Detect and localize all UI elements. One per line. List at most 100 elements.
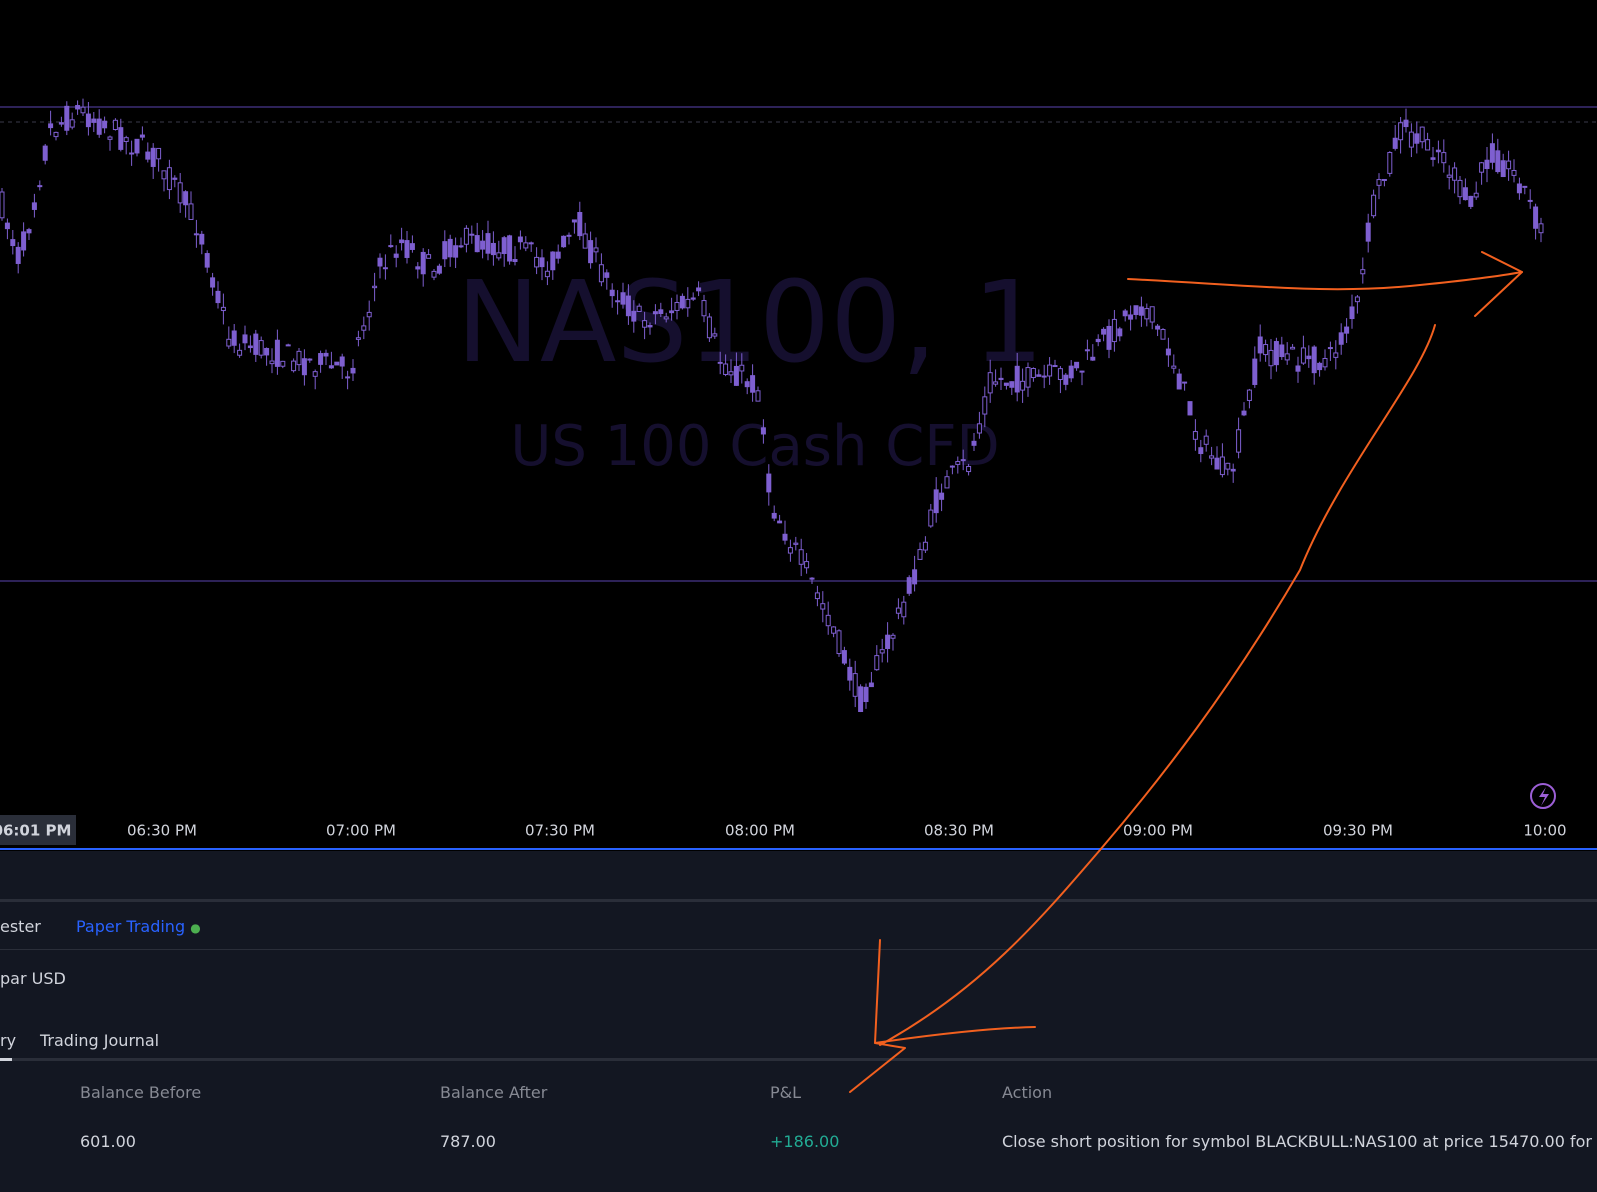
candle-body [814, 592, 820, 600]
candle-body [107, 136, 113, 140]
candle-body [917, 549, 923, 560]
candle-body [517, 236, 523, 243]
candle-body [1279, 344, 1285, 358]
candle-body [334, 361, 340, 366]
candle-body [490, 242, 496, 256]
table-header: Balance After [440, 1083, 548, 1102]
tab[interactable]: ester [0, 917, 41, 936]
candle-body [933, 489, 939, 514]
candle-body [485, 233, 491, 254]
candle-body [717, 361, 723, 364]
candle-body [1506, 160, 1512, 170]
chart: NAS100, 1 US 100 Cash CFD 06:01 PM 06:30 … [0, 98, 1597, 850]
candle-body [604, 272, 610, 278]
account[interactable]: par USD [0, 969, 66, 988]
subtab-indicator [0, 1058, 12, 1061]
candle-body [944, 476, 950, 489]
candle-body [949, 465, 955, 468]
candle-body [771, 512, 777, 519]
candle-body [890, 634, 896, 639]
tab-active[interactable]: Paper Trading ● [76, 917, 201, 936]
candle-body [1003, 382, 1009, 386]
candle-body [123, 137, 129, 142]
candle-body [226, 338, 232, 347]
candle-body [1495, 150, 1501, 173]
separator [0, 899, 1597, 902]
candle-body [188, 203, 194, 221]
candle-body [852, 673, 858, 697]
lightning-glyph [1539, 787, 1549, 806]
candle-body [469, 233, 475, 236]
candle-body [80, 106, 86, 114]
candle-body [431, 270, 437, 278]
candle-body [523, 242, 529, 249]
candle-body [409, 243, 415, 250]
candle-body [285, 344, 291, 347]
candle-body [976, 423, 982, 434]
candle-body [436, 265, 442, 274]
candle-body [901, 601, 907, 618]
candle-body [836, 630, 842, 655]
candle-body [312, 371, 318, 377]
lightning-icon[interactable] [1530, 783, 1556, 809]
candle-body [582, 233, 588, 249]
candle-body [739, 364, 745, 372]
candle-body [204, 253, 210, 268]
candle-body [652, 311, 658, 315]
candle-body [733, 365, 739, 386]
time-label: 10:00 [1523, 822, 1566, 840]
candle-body [1371, 194, 1377, 217]
candle-body [566, 234, 572, 237]
candle-body [210, 277, 216, 288]
table-cell: 787.00 [440, 1132, 496, 1151]
candle-body [750, 375, 756, 393]
candle-body [636, 305, 642, 312]
candle-body [258, 340, 264, 356]
candle-body [1392, 137, 1398, 149]
candle-body [96, 118, 102, 135]
candle-body [820, 603, 826, 610]
candle-body [922, 541, 928, 551]
candle-body [906, 577, 912, 594]
bottom-panel: ester Paper Trading ● par USD ry Trading… [0, 851, 1597, 1192]
candle-body [1246, 389, 1252, 401]
candle-body [939, 492, 945, 500]
candle-body [1128, 314, 1134, 320]
candle-body [1354, 296, 1360, 303]
candle-body [1187, 401, 1193, 416]
tab-label: Paper Trading [76, 917, 186, 936]
candle-body [550, 251, 556, 271]
candle-body [701, 300, 707, 317]
candle-body [1020, 380, 1026, 391]
candle-body [1522, 185, 1528, 188]
table-header: Balance Before [80, 1083, 202, 1102]
candle-body [631, 310, 637, 322]
candle-body [782, 533, 788, 541]
candle-body [1122, 310, 1128, 317]
candle-body [161, 170, 167, 180]
candle-body [361, 325, 367, 331]
candle-body [1209, 455, 1215, 459]
candle-body [102, 120, 108, 129]
candle-body [879, 649, 885, 654]
candle-body [1192, 431, 1198, 440]
candle-body [231, 330, 237, 346]
candle-body [37, 185, 43, 188]
candle-body [1403, 119, 1409, 128]
candle-body [85, 113, 91, 128]
candle-body [350, 367, 356, 374]
candle-body [1425, 139, 1431, 151]
candle-body [15, 246, 21, 264]
candle-body [647, 324, 653, 328]
candle-body [712, 333, 718, 337]
candle-body [1457, 179, 1463, 198]
candle-body [247, 345, 253, 349]
candle-body [156, 147, 162, 160]
candle-body [237, 349, 243, 356]
table-cell: 601.00 [80, 1132, 136, 1151]
candle-body [912, 569, 918, 585]
candle-body [1414, 133, 1420, 144]
subtab[interactable]: ry [0, 1031, 17, 1050]
candle-body [1333, 352, 1339, 358]
subtab[interactable]: Trading Journal [40, 1031, 160, 1050]
